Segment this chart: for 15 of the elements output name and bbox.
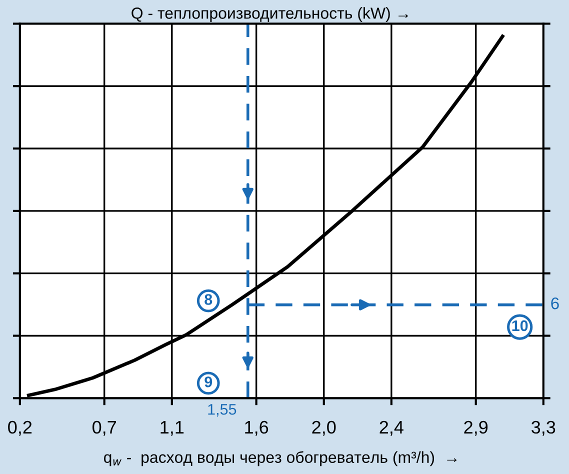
x-tick-label: 0,7 — [92, 420, 116, 436]
annotation: 8 — [204, 294, 212, 305]
x-tick-label: 2,4 — [380, 420, 404, 436]
x-tick-label: 3,3 — [532, 420, 556, 436]
x-tick-label: 2,9 — [464, 420, 488, 436]
ref-line-label: 1,55 — [208, 404, 236, 417]
text: 6 — [551, 297, 559, 310]
annotation: 10 — [512, 320, 528, 332]
x-tick-label: 0,2 — [8, 420, 32, 436]
x-tick-label: 1,6 — [245, 420, 268, 436]
x-axis-title: q$_{w}$ - расход воды через обогреватель (m³/h) → — [104, 451, 457, 466]
x-tick-label: 2,0 — [312, 420, 336, 436]
y-axis-title: Q - теплопроизводительность (kW) → — [132, 7, 408, 22]
x-tick-label: 1,1 — [160, 421, 184, 436]
annotation: 9 — [204, 376, 212, 388]
